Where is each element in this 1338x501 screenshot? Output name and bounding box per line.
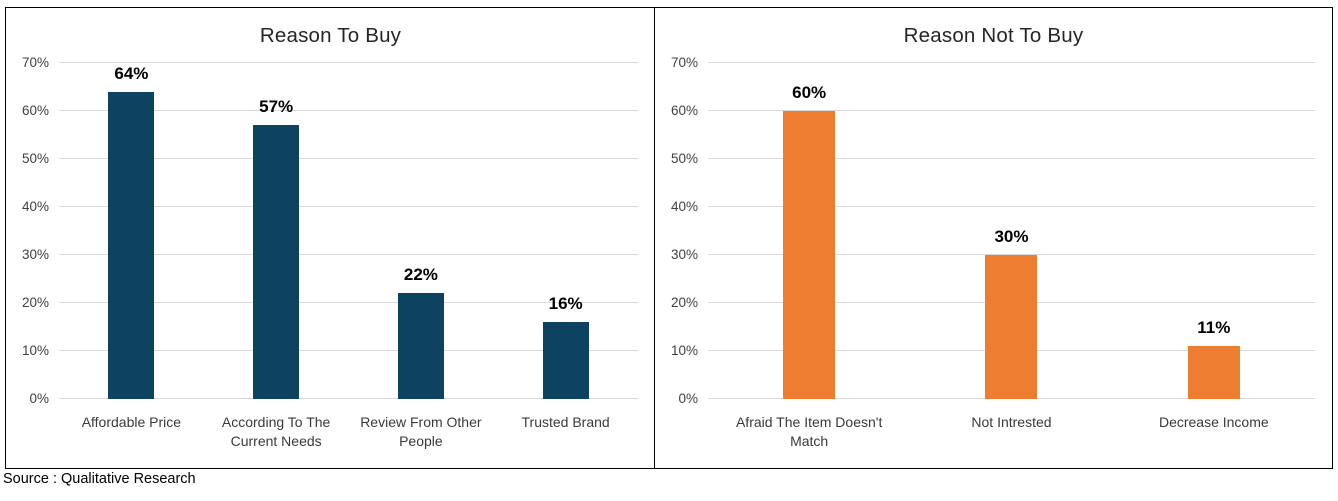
y-axis-tick-50pct: 50%: [670, 151, 698, 166]
value-label-decrease-income: 11%: [1197, 318, 1231, 338]
gridline-50pct: [59, 158, 638, 159]
bar-slot-not-intrested: 30%: [910, 63, 1112, 399]
chart-title-reason-not-to-buy: Reason Not To Buy: [903, 23, 1084, 47]
bar-trusted-brand: [542, 322, 589, 399]
value-label-review-from-other-people: 22%: [403, 265, 438, 285]
y-axis-tick-70pct: 70%: [21, 55, 49, 70]
y-axis-tick-10pct: 10%: [21, 343, 49, 358]
gridline-0pct: [59, 398, 638, 399]
bar-slot-affordable-price: 64%: [59, 63, 204, 399]
y-axis-tick-10pct: 10%: [670, 343, 698, 358]
chart-body: 60% 30% 11% 0% 10% 20% 30% 40% 50% 60% 70%: [655, 55, 1332, 406]
value-label-afraid-the-item-doesn-t-match: 60%: [792, 83, 827, 102]
category-label-afraid-the-item-doesn-t-match: Afraid The Item Doesn't Match: [735, 414, 883, 449]
category-label-according-to-the-current-needs: According To The Current Needs: [221, 414, 331, 449]
chart-body: 64% 57% 22% 16% 0% 10% 20% 30% 40% 50% 60% 70%: [6, 55, 655, 406]
gridline-60pct: [708, 110, 1315, 111]
y-axis-tick-60pct: 60%: [21, 103, 49, 118]
gridline-10pct: [59, 350, 638, 351]
gridline-30pct: [59, 254, 638, 255]
gridline-20pct: [59, 302, 638, 303]
category-label-not-intrested: Not Intrested: [971, 414, 1052, 430]
value-label-affordable-price: 64%: [114, 63, 149, 83]
category-label-affordable-price: Affordable Price: [81, 414, 182, 430]
bar-decrease-income: [1187, 346, 1240, 399]
chart-panel-reason-not-to-buy: Reason Not To Buy 60% 30% 11% 0% 10% 20% 30% 4…: [654, 7, 1333, 469]
bars-container: 60% 30% 11%: [708, 63, 1315, 399]
source-note: Source : Qualitative Research: [3, 471, 196, 487]
bars-container: 64% 57% 22% 16%: [59, 63, 638, 399]
category-label-review-from-other-people: Review From Other People: [360, 414, 482, 449]
gridline-70pct: [59, 62, 638, 63]
gridline-30pct: [708, 254, 1315, 255]
bar-according-to-the-current-needs: [253, 125, 300, 399]
value-label-according-to-the-current-needs: 57%: [259, 97, 294, 117]
gridline-70pct: [708, 62, 1315, 63]
bar-slot-according-to-the-current-needs: 57%: [204, 63, 349, 399]
bar-slot-review-from-other-people: 22%: [349, 63, 494, 399]
plot-area: 64% 57% 22% 16%: [59, 62, 638, 399]
plot-area: 60% 30% 11%: [708, 62, 1315, 399]
x-axis-labels: Affordable Price According To The Current…: [59, 413, 638, 451]
bar-not-intrested: [985, 255, 1038, 399]
y-axis-tick-30pct: 30%: [21, 247, 49, 262]
bar-slot-decrease-income: 11%: [1113, 63, 1315, 399]
value-label-not-intrested: 30%: [994, 227, 1029, 246]
y-axis-tick-0pct: 0%: [678, 391, 698, 406]
gridline-40pct: [708, 206, 1315, 207]
bar-slot-afraid-the-item-doesn-t-match: 60%: [708, 63, 910, 399]
y-axis-tick-20pct: 20%: [670, 295, 698, 310]
y-axis-tick-40pct: 40%: [670, 199, 698, 214]
chart-title-reason-to-buy: Reason To Buy: [259, 23, 402, 47]
gridline-40pct: [59, 206, 638, 207]
x-axis-labels: Afraid The Item Doesn't Match Not Intrest…: [708, 413, 1315, 451]
y-axis-tick-0pct: 0%: [29, 391, 49, 406]
bar-affordable-price: [108, 91, 155, 399]
y-axis-tick-30pct: 30%: [670, 247, 698, 262]
bar-slot-trusted-brand: 16%: [493, 63, 638, 399]
chart-panel-reason-to-buy: Reason To Buy 64% 57% 22% 16% 0% 10% 20% 30% 40…: [5, 7, 656, 469]
bar-afraid-the-item-doesn-t-match: [783, 111, 836, 399]
category-label-trusted-brand: Trusted Brand: [521, 414, 610, 430]
bar-review-from-other-people: [397, 293, 444, 399]
y-axis-tick-60pct: 60%: [670, 103, 698, 118]
gridline-50pct: [708, 158, 1315, 159]
y-axis-tick-70pct: 70%: [670, 55, 698, 70]
gridline-60pct: [59, 110, 638, 111]
category-label-decrease-income: Decrease Income: [1158, 414, 1269, 430]
y-axis-tick-20pct: 20%: [21, 295, 49, 310]
value-label-trusted-brand: 16%: [548, 294, 583, 314]
y-axis-tick-50pct: 50%: [21, 151, 49, 166]
y-axis-tick-40pct: 40%: [21, 199, 49, 214]
